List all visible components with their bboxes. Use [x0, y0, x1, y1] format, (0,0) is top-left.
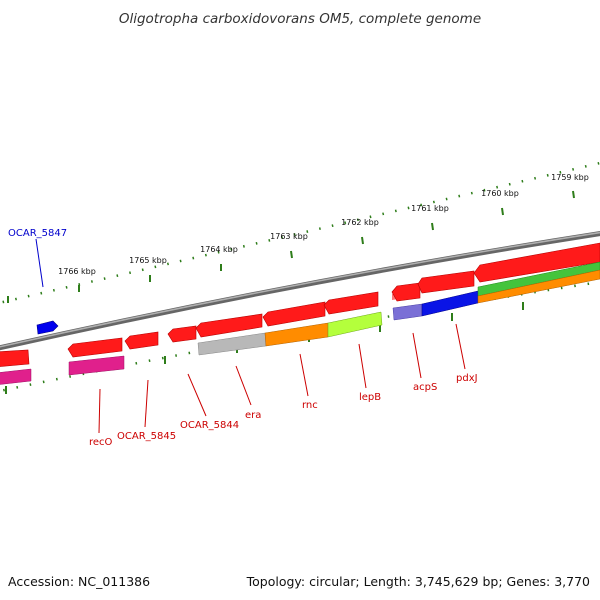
gene-arrow[interactable]	[195, 313, 263, 338]
feature-block-orange[interactable]	[264, 322, 329, 347]
scale-tick-label: 1763 kbp	[270, 232, 308, 241]
gene-arrow[interactable]	[67, 337, 123, 358]
scale-tick-label: 1764 kbp	[200, 245, 238, 254]
feature-track	[0, 261, 600, 385]
leader-line	[98, 388, 101, 434]
scale-labels: 1759 kbp 1760 kbp 1761 kbp 1762 kbp 1763…	[58, 173, 589, 276]
scale-tick-label: 1762 kbp	[341, 218, 379, 227]
gene-arrow[interactable]	[391, 282, 421, 302]
gene-label-acpS[interactable]: acpS	[413, 382, 437, 393]
gene-arrow-OCAR_5847[interactable]	[36, 320, 59, 335]
gene-arrow[interactable]	[0, 349, 30, 367]
topology-text: Topology: circular; Length: 3,745,629 bp…	[246, 574, 590, 589]
feature-block-gray[interactable]	[197, 332, 267, 356]
feature-block-slateblue[interactable]	[392, 303, 423, 321]
scale-tick	[572, 190, 575, 199]
feature-block-blue[interactable]	[421, 290, 479, 317]
scale-tick-label: 1765 kbp	[129, 256, 167, 265]
gene-label-OCAR_5844[interactable]: OCAR_5844	[180, 420, 239, 431]
scale-tick-label: 1766 kbp	[58, 267, 96, 276]
gene-label-pdxJ[interactable]: pdxJ	[456, 373, 478, 384]
scale-tick	[501, 207, 504, 216]
gene-arrow[interactable]	[323, 291, 379, 315]
scale-tick	[361, 236, 364, 245]
gene-label-leaders	[35, 238, 466, 434]
gene-arrow[interactable]	[417, 270, 475, 294]
accession-text: Accession: NC_011386	[8, 574, 150, 589]
leader-line	[358, 343, 367, 389]
gene-label-recO[interactable]: recO	[89, 437, 113, 448]
gene-label-rnc[interactable]: rnc	[302, 400, 318, 411]
scale-ticks	[7, 190, 575, 303]
leader-line	[187, 373, 207, 417]
leader-line	[235, 365, 252, 406]
gene-arrow[interactable]	[262, 301, 326, 327]
gene-label-OCAR_5845[interactable]: OCAR_5845	[117, 431, 176, 442]
gene-label-era[interactable]: era	[245, 410, 261, 421]
scale-tick-label: 1760 kbp	[481, 189, 519, 198]
scale-tick	[290, 250, 293, 259]
gene-label-lepB[interactable]: lepB	[359, 392, 381, 403]
leader-line	[299, 353, 309, 397]
reverse-strand-genes	[0, 291, 379, 367]
forward-strand-genes	[36, 242, 600, 335]
feature-block-green[interactable]	[477, 261, 600, 297]
feature-block-orange[interactable]	[477, 269, 600, 304]
feature-block-lightgreen[interactable]	[327, 311, 383, 338]
leader-line	[144, 379, 149, 428]
leader-line	[412, 332, 422, 379]
map-title: Oligotropha carboxidovorans OM5, complet…	[119, 11, 481, 27]
gene-arrow[interactable]	[167, 325, 197, 343]
scale-tick	[431, 222, 434, 231]
leader-line	[455, 323, 466, 370]
gene-arrow[interactable]	[124, 331, 159, 350]
feature-block-magenta[interactable]	[68, 355, 125, 376]
scale-tick-label: 1759 kbp	[551, 173, 589, 182]
genome-backbone	[0, 231, 600, 351]
scale-tick-label: 1761 kbp	[411, 204, 449, 213]
gene-label-OCAR_5847[interactable]: OCAR_5847	[8, 228, 67, 239]
gene-labels: OCAR_5847 recO OCAR_5845 OCAR_5844 era r…	[8, 228, 478, 448]
gene-arrow[interactable]	[473, 242, 600, 283]
leader-line	[35, 238, 44, 288]
feature-block-magenta[interactable]	[0, 368, 32, 385]
